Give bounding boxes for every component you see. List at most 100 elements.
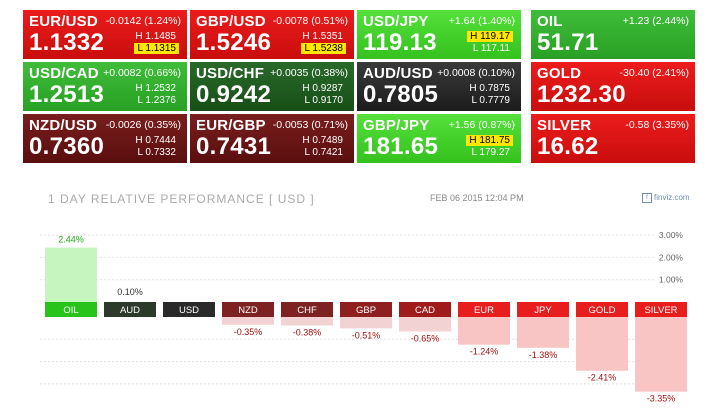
y-tick-label: 3.00% <box>659 230 684 240</box>
category-label: NZD <box>238 305 258 316</box>
tile-low: L 0.7421 <box>304 147 343 158</box>
tile-low: L 117.11 <box>472 43 510 54</box>
tile-high: H 0.7875 <box>469 83 510 94</box>
tile-low: L 1.5238 <box>301 43 346 54</box>
finviz-icon: f <box>642 193 652 203</box>
category-box-chf <box>281 302 333 317</box>
tile-change: -0.0142 (1.24%) <box>105 15 181 27</box>
tile-symbol: GBP/USD <box>196 13 266 30</box>
value-label: -0.65% <box>411 333 440 343</box>
category-label: JPY <box>534 305 552 316</box>
tile-symbol: NZD/USD <box>29 117 98 134</box>
tile-change: +1.64 (1.40%) <box>448 15 515 27</box>
tile-low: L 1.1315 <box>134 43 179 54</box>
tile-symbol: SILVER <box>537 117 592 134</box>
tile-high: H 0.7489 <box>302 135 343 146</box>
brand-link[interactable]: f finviz.com <box>642 193 690 203</box>
quote-tile-gold[interactable]: GOLD -30.40 (2.41%) 1232.30 <box>531 62 695 111</box>
tile-price: 51.71 <box>537 29 599 56</box>
quote-tile-eur-gbp[interactable]: EUR/GBP -0.0053 (0.71%) 0.7431 H 0.7489 L 0.… <box>190 114 354 163</box>
category-box-nzd <box>222 302 274 317</box>
value-label: -1.24% <box>470 347 499 357</box>
tile-price: 0.9242 <box>196 81 272 108</box>
category-box-aud <box>104 302 156 317</box>
tile-symbol: AUD/USD <box>363 65 433 82</box>
category-label: OIL <box>63 305 78 316</box>
category-box-cad <box>399 302 451 317</box>
category-box-silver <box>635 302 687 317</box>
category-label: GOLD <box>589 305 616 316</box>
bar-eur <box>458 317 510 345</box>
tile-symbol: EUR/GBP <box>196 117 266 134</box>
bar-jpy <box>517 317 569 348</box>
category-box-gold <box>576 302 628 317</box>
category-label: CHF <box>297 305 317 316</box>
value-label: -3.35% <box>647 394 676 404</box>
value-label: -1.38% <box>529 350 558 360</box>
category-label: AUD <box>120 305 140 316</box>
tile-high: H 119.17 <box>467 31 513 42</box>
tile-change: -30.40 (2.41%) <box>619 67 689 79</box>
category-box-eur <box>458 302 510 317</box>
bar-silver <box>635 317 687 392</box>
tile-symbol: USD/CHF <box>196 65 265 82</box>
category-box-jpy <box>517 302 569 317</box>
bar-gbp <box>340 317 392 329</box>
tile-low: L 0.7332 <box>137 147 176 158</box>
quote-tile-silver[interactable]: SILVER -0.58 (3.35%) 16.62 <box>531 114 695 163</box>
bar-nzd <box>222 317 274 325</box>
tile-high: H 0.7444 <box>135 135 176 146</box>
tile-price: 1.2513 <box>29 81 105 108</box>
tile-high: H 1.2532 <box>135 83 176 94</box>
quote-tile-gbp-usd[interactable]: GBP/USD -0.0078 (0.51%) 1.5246 H 1.5351 L 1.… <box>190 10 354 59</box>
quote-tile-eur-usd[interactable]: EUR/USD -0.0142 (1.24%) 1.1332 H 1.1485 L 1.… <box>23 10 187 59</box>
quote-tile-gbp-jpy[interactable]: GBP/JPY +1.56 (0.87%) 181.65 H 181.75 L 179.… <box>357 114 521 163</box>
tile-change: -0.0026 (0.35%) <box>105 119 181 131</box>
tile-price: 1.1332 <box>29 29 105 56</box>
tile-price: 181.65 <box>363 133 439 160</box>
tile-price: 0.7431 <box>196 133 272 160</box>
tile-low: L 0.7779 <box>471 95 510 106</box>
value-label: 2.44% <box>58 235 84 245</box>
category-label: EUR <box>474 305 494 316</box>
tile-change: -0.0053 (0.71%) <box>272 119 348 131</box>
tile-low: L 1.2376 <box>137 95 176 106</box>
quote-tile-nzd-usd[interactable]: NZD/USD -0.0026 (0.35%) 0.7360 H 0.7444 L 0.… <box>23 114 187 163</box>
tile-symbol: USD/JPY <box>363 13 429 30</box>
tile-change: +1.56 (0.87%) <box>448 119 515 131</box>
tile-price: 1.5246 <box>196 29 272 56</box>
tile-symbol: EUR/USD <box>29 13 98 30</box>
value-label: 0.10% <box>117 287 143 297</box>
tile-change: -0.0078 (0.51%) <box>272 15 348 27</box>
tile-high: H 1.5351 <box>302 31 343 42</box>
performance-title: 1 DAY RELATIVE PERFORMANCE [ USD ] <box>48 192 315 206</box>
value-label: -0.38% <box>293 327 322 337</box>
quote-tile-aud-usd[interactable]: AUD/USD +0.0008 (0.10%) 0.7805 H 0.7875 L 0.… <box>357 62 521 111</box>
quote-tile-usd-chf[interactable]: USD/CHF +0.0035 (0.38%) 0.9242 H 0.9287 L 0.… <box>190 62 354 111</box>
category-box-oil <box>45 302 97 317</box>
value-label: -0.35% <box>234 327 263 337</box>
tile-symbol: USD/CAD <box>29 65 99 82</box>
category-box-usd <box>163 302 215 317</box>
bar-aud <box>104 300 156 302</box>
tile-high: H 0.9287 <box>302 83 343 94</box>
quote-tile-oil[interactable]: OIL +1.23 (2.44%) 51.71 <box>531 10 695 59</box>
bar-oil <box>45 247 97 302</box>
quote-tile-usd-jpy[interactable]: USD/JPY +1.64 (1.40%) 119.13 H 119.17 L 117.… <box>357 10 521 59</box>
category-label: GBP <box>356 305 376 316</box>
quote-tile-usd-cad[interactable]: USD/CAD +0.0082 (0.66%) 1.2513 H 1.2532 L 1.… <box>23 62 187 111</box>
tile-change: +1.23 (2.44%) <box>622 15 689 27</box>
tile-change: +0.0035 (0.38%) <box>270 67 348 79</box>
tile-change: -0.58 (3.35%) <box>625 119 689 131</box>
y-tick-label: 1.00% <box>659 275 684 285</box>
tile-price: 119.13 <box>363 29 437 56</box>
category-label: USD <box>179 305 199 316</box>
tile-low: L 179.27 <box>471 147 510 158</box>
performance-date: FEB 06 2015 12:04 PM <box>430 193 524 203</box>
tile-symbol: OIL <box>537 13 563 30</box>
category-label: SILVER <box>644 305 677 316</box>
tile-price: 16.62 <box>537 133 599 160</box>
brand-text: finviz.com <box>654 193 690 203</box>
category-box-gbp <box>340 302 392 317</box>
